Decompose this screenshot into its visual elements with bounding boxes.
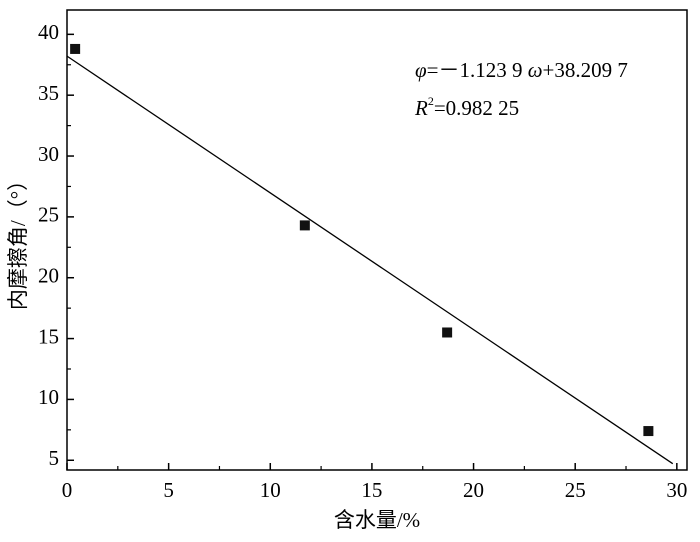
- eq-part: R: [414, 96, 428, 120]
- point: [70, 43, 81, 54]
- y-tick-label: 30: [38, 142, 59, 166]
- point: [442, 327, 453, 338]
- eq-part: =0.982 25: [434, 96, 519, 120]
- y-tick-label: 20: [38, 264, 59, 288]
- plot-frame: [66, 9, 688, 471]
- y-tick-label: 35: [38, 81, 59, 105]
- x-tick-label: 10: [260, 478, 281, 502]
- y-tick-label: 5: [49, 446, 60, 470]
- x-tick-label: 0: [62, 478, 73, 502]
- x-tick-label: 20: [463, 478, 484, 502]
- eq-part: ω: [528, 58, 543, 82]
- fit-line: [66, 55, 674, 465]
- x-tick-label: 5: [163, 478, 174, 502]
- eq-part: 2: [428, 94, 434, 108]
- eq-part: =－1.123 9: [427, 58, 528, 82]
- point: [643, 426, 654, 437]
- point: [299, 220, 310, 231]
- x-axis-label: 含水量/%: [334, 508, 420, 532]
- y-tick-label: 40: [38, 20, 59, 44]
- y-axis-label: 内摩擦角/（°）: [6, 170, 30, 310]
- y-tick-label: 10: [38, 385, 59, 409]
- x-tick-label: 15: [361, 478, 382, 502]
- y-tick-label: 25: [38, 203, 59, 227]
- y-tick-label: 15: [38, 324, 59, 348]
- x-tick-label: 25: [565, 478, 586, 502]
- fit-equation: φ=－1.123 9 ω+38.209 7: [415, 58, 628, 82]
- r-squared: R2=0.982 25: [414, 94, 519, 120]
- x-tick-label: 30: [666, 478, 687, 502]
- eq-part: +38.209 7: [543, 58, 628, 82]
- eq-part: φ: [415, 58, 427, 82]
